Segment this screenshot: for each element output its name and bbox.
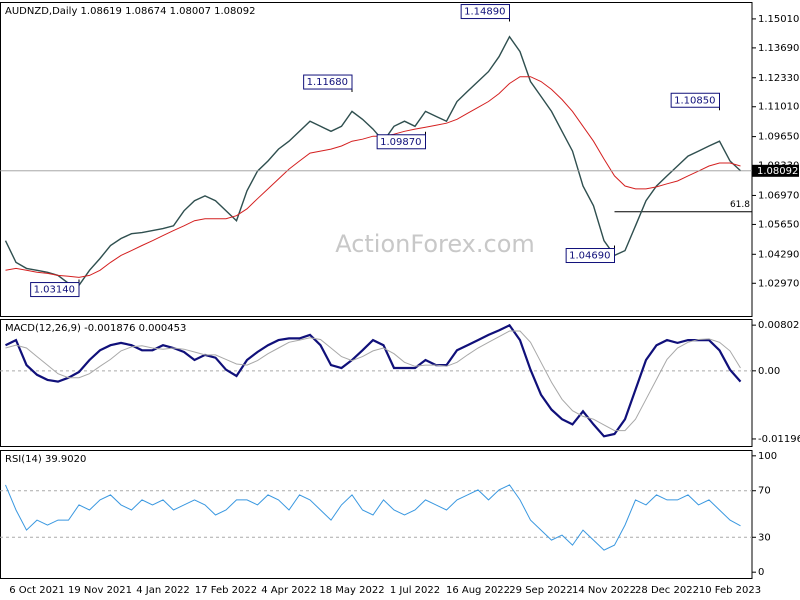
- watermark: ActionForex.com: [335, 230, 535, 258]
- x-tick-label: 6 Oct 2021: [9, 585, 64, 596]
- annotation-box: [460, 4, 510, 20]
- y-tick-label: -0.011962: [758, 434, 800, 445]
- annotation-box: [30, 282, 80, 298]
- series-line: [5, 76, 741, 278]
- y-tick-label: 1.13690: [758, 43, 799, 54]
- series-line: [4, 35, 741, 287]
- y-tick-label: 1.15010: [758, 14, 799, 25]
- y-tick-label: 0.00: [758, 366, 780, 377]
- annotation-label: 1.10850: [674, 95, 715, 106]
- panel-frame: [0, 2, 753, 317]
- y-tick-label: 1.05650: [758, 219, 799, 230]
- annotation-box: [565, 248, 615, 264]
- annotation-box: [303, 74, 353, 90]
- series-line: [5, 330, 741, 432]
- y-tick-label: 100: [758, 451, 777, 462]
- panel-title: MACD(12,26,9) -0.001876 0.000453: [5, 323, 186, 334]
- y-tick-label: 0.008021: [758, 320, 800, 331]
- last-price-label: 1.08092: [757, 166, 798, 177]
- panel-title: AUDNZD,Daily 1.08619 1.08674 1.08007 1.0…: [5, 6, 256, 17]
- annotation-label: 1.11680: [307, 77, 348, 88]
- panel-frame: [0, 319, 753, 447]
- x-tick-label: 29 Sep 2022: [509, 585, 572, 596]
- y-tick-label: 1.12330: [758, 73, 799, 84]
- annotation-label: 1.03140: [34, 285, 75, 296]
- x-tick-label: 4 Apr 2022: [261, 585, 316, 596]
- x-tick-label: 10 Feb 2023: [699, 585, 761, 596]
- series-line: [5, 484, 741, 551]
- y-tick-label: 1.11010: [758, 102, 799, 113]
- x-tick-label: 28 Dec 2022: [635, 585, 699, 596]
- y-tick-label: 1.04290: [758, 249, 799, 260]
- x-tick-label: 4 Jan 2022: [136, 585, 190, 596]
- y-tick-label: 1.06970: [758, 190, 799, 201]
- x-tick-label: 16 Aug 2022: [446, 585, 510, 596]
- annotation-label: 1.14890: [464, 7, 505, 18]
- x-tick-label: 19 Nov 2021: [68, 585, 132, 596]
- annotation-box: [670, 92, 720, 108]
- panel-title: RSI(14) 39.9020: [5, 454, 86, 465]
- x-tick-label: 1 Jul 2022: [390, 585, 440, 596]
- y-tick-label: 1.09650: [758, 132, 799, 143]
- fib-label: 61.8: [730, 200, 750, 210]
- annotation-label: 1.04690: [569, 251, 610, 262]
- x-tick-label: 17 Feb 2022: [195, 585, 257, 596]
- annotation-box: [376, 134, 426, 150]
- x-tick-label: 18 May 2022: [319, 585, 384, 596]
- x-tick-label: 14 Nov 2022: [572, 585, 636, 596]
- series-line: [5, 323, 742, 438]
- annotation-label: 1.09870: [380, 137, 421, 148]
- y-tick-label: 0: [758, 567, 764, 578]
- y-tick-label: 30: [758, 532, 771, 543]
- y-tick-label: 70: [758, 486, 771, 497]
- last-price-box: [752, 164, 799, 177]
- y-tick-label: 1.02970: [758, 278, 799, 289]
- panel-frame: [0, 450, 753, 579]
